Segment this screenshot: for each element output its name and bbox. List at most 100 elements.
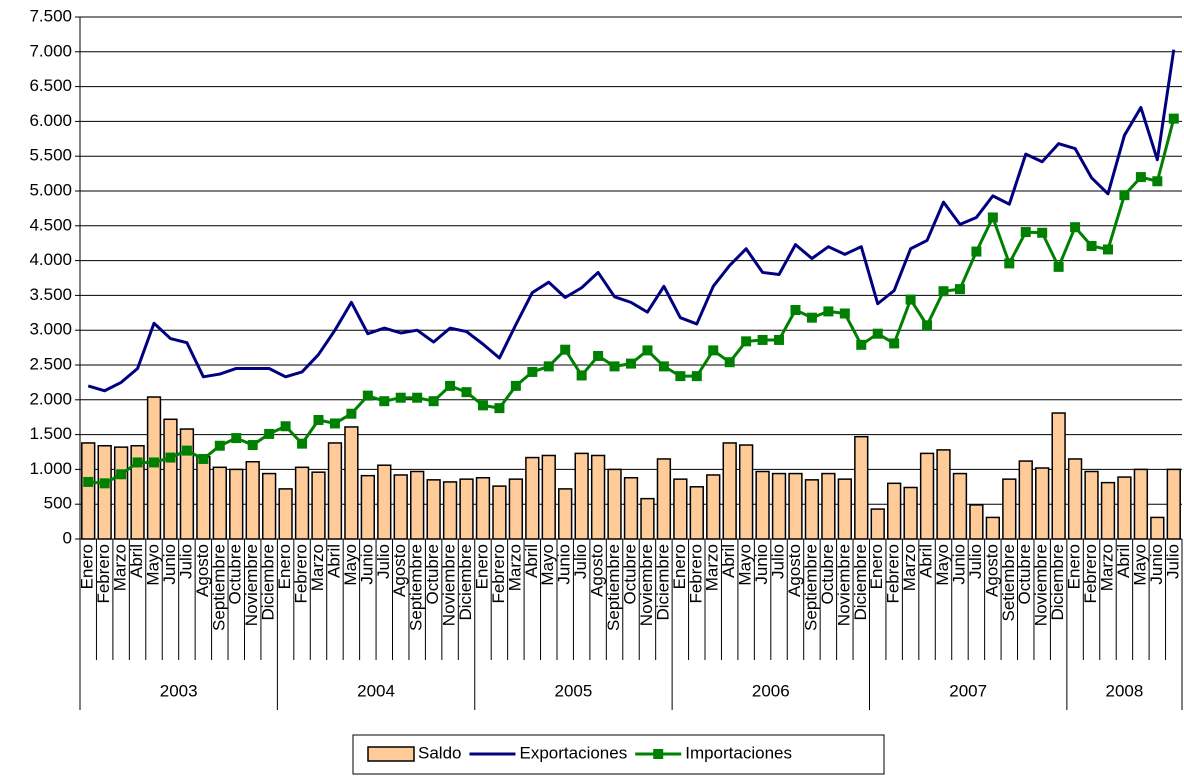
marker (165, 452, 176, 463)
marker (724, 357, 735, 368)
marker (954, 284, 965, 295)
y-tick-label: 5.500 (29, 146, 72, 165)
group-label: 2003 (160, 681, 198, 700)
x-tick-label: Junio (752, 544, 771, 585)
x-tick-label: Septiembre (801, 544, 820, 631)
bar (870, 508, 885, 540)
bar (245, 460, 260, 540)
x-tick-label: Abril (1114, 544, 1133, 578)
marker (889, 338, 900, 349)
x-tick-label: Mayo (736, 544, 755, 586)
x-tick-label: Febrero (686, 544, 705, 604)
x-tick-label: Junio (357, 544, 376, 585)
x-tick-label: Octubre (620, 544, 639, 604)
marker (214, 440, 225, 451)
bar (788, 472, 803, 540)
bar (952, 472, 968, 540)
group-label: 2005 (555, 681, 593, 700)
x-tick-label: Marzo (703, 544, 722, 591)
y-tick-label: 3.500 (29, 285, 72, 304)
x-tick-label: Noviembre (834, 544, 853, 626)
x-tick-label: Agosto (785, 544, 804, 597)
marker (938, 286, 949, 297)
bar (755, 470, 770, 540)
bar (1166, 468, 1181, 540)
marker (823, 306, 834, 317)
x-tick-label: Marzo (900, 544, 919, 591)
x-tick-label: Diciembre (851, 544, 870, 621)
x-tick-label: Julio (176, 544, 195, 579)
marker (395, 392, 406, 403)
marker (132, 457, 143, 468)
x-tick-label: Octubre (818, 544, 837, 604)
x-tick-label: Febrero (292, 544, 311, 604)
marker (543, 361, 554, 372)
marker (560, 344, 571, 355)
x-tick-label: Julio (374, 544, 393, 579)
bar (985, 516, 1001, 540)
legend-label: Saldo (418, 743, 461, 762)
bar (821, 472, 836, 540)
x-tick-label: Noviembre (637, 544, 656, 626)
bar (590, 454, 606, 540)
marker (264, 428, 275, 439)
marker (790, 305, 801, 316)
x-tick-label: Abril (522, 544, 541, 578)
x-tick-label: Marzo (308, 544, 327, 591)
y-tick-label: 500 (44, 494, 72, 513)
x-tick-label: Mayo (341, 544, 360, 586)
marker (922, 320, 933, 331)
marker (741, 336, 752, 347)
x-tick-label: Mayo (143, 544, 162, 586)
marker (658, 361, 669, 372)
marker (1135, 172, 1146, 183)
x-tick-label: Octubre (226, 544, 245, 604)
x-tick-label: Junio (1147, 544, 1166, 585)
bar (459, 478, 474, 540)
bar (656, 458, 672, 540)
bar (508, 478, 524, 540)
x-tick-label: Febrero (1081, 544, 1100, 604)
bar (919, 452, 935, 540)
marker (1020, 227, 1031, 238)
marker (675, 371, 686, 382)
marker (626, 358, 636, 369)
x-tick-label: Abril (719, 544, 738, 578)
bar (344, 426, 359, 540)
bar (689, 486, 704, 540)
bar (393, 474, 408, 540)
bar (1067, 458, 1083, 540)
marker (181, 445, 192, 456)
marker (428, 396, 439, 407)
y-tick-label: 2.500 (29, 354, 72, 373)
marker (494, 403, 505, 414)
marker (1086, 240, 1097, 251)
x-tick-label: Agosto (982, 544, 1001, 597)
bar (492, 485, 507, 540)
y-tick-label: 0 (63, 528, 72, 547)
bar (969, 504, 984, 540)
bar (706, 474, 721, 540)
bar (1018, 460, 1033, 540)
x-tick-label: Junio (160, 544, 179, 585)
marker (691, 371, 702, 382)
marker (445, 380, 456, 391)
bar (1051, 412, 1066, 540)
x-tick-label: Diciembre (259, 544, 278, 621)
bar (442, 481, 458, 540)
bar (360, 474, 376, 540)
bar (426, 479, 441, 540)
legend-label: Exportaciones (519, 743, 627, 762)
x-tick-label: Enero (1065, 544, 1084, 589)
x-tick-label: Marzo (1097, 544, 1116, 591)
bar (113, 446, 129, 540)
x-tick-label: Octubre (1015, 544, 1034, 604)
bar (1117, 476, 1132, 540)
marker (1152, 176, 1163, 187)
x-tick-label: Junio (949, 544, 968, 585)
marker (593, 350, 604, 361)
marker (149, 457, 160, 468)
bar (475, 477, 491, 540)
x-tick-label: Diciembre (1048, 544, 1067, 621)
marker (774, 334, 785, 345)
